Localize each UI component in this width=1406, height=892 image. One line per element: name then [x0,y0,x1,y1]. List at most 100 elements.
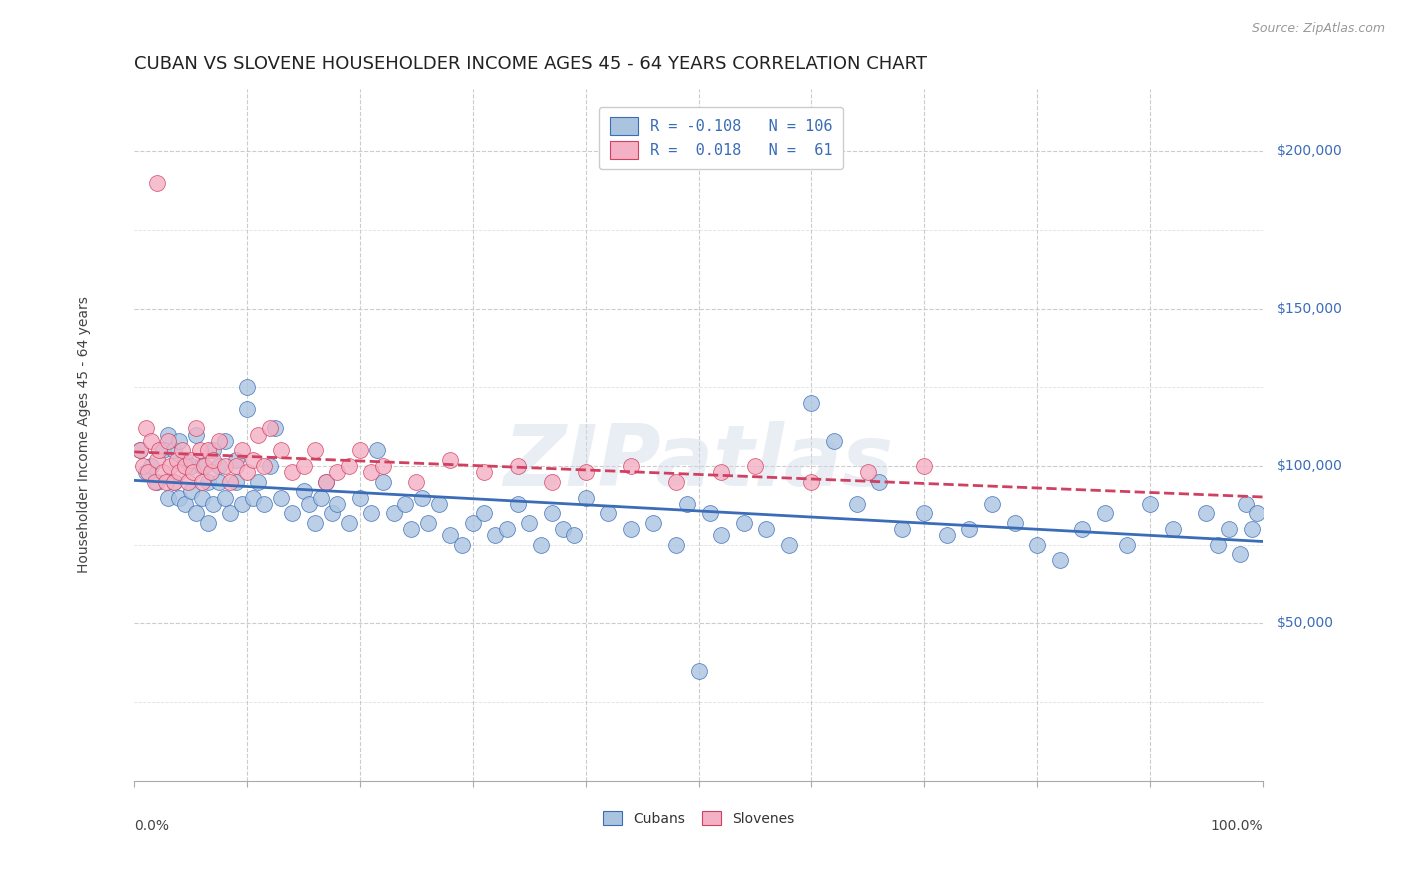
Point [225,475,247,489]
Point [208,434,231,448]
Point [800,396,823,410]
Point [197,443,219,458]
Point [575,491,598,505]
Point [169,466,191,480]
Point [1094,506,1116,520]
Point [575,466,598,480]
Point [129,443,152,458]
Point [484,528,506,542]
Point [180,452,202,467]
Point [186,421,208,435]
Text: 100.0%: 100.0% [1211,819,1263,833]
Point [337,458,360,473]
Point [439,528,461,542]
Point [141,434,163,448]
Text: $150,000: $150,000 [1277,301,1343,316]
Point [253,497,276,511]
Point [129,443,152,458]
Point [394,497,416,511]
Point [180,458,202,473]
Point [699,506,721,520]
Point [200,466,222,480]
Point [214,458,236,473]
Point [191,475,214,489]
Point [304,516,326,530]
Point [321,506,343,520]
Point [326,497,349,511]
Point [159,458,181,473]
Point [349,491,371,505]
Point [174,497,197,511]
Point [450,538,472,552]
Point [259,458,281,473]
Point [264,421,287,435]
Point [163,475,186,489]
Point [506,458,529,473]
Point [1246,506,1268,520]
Point [710,466,733,480]
Point [188,443,211,458]
Point [292,458,315,473]
Point [688,664,710,678]
Point [337,516,360,530]
Point [236,380,259,394]
Point [778,538,800,552]
Point [169,491,191,505]
Point [231,497,253,511]
Point [298,497,321,511]
Point [191,491,214,505]
Point [755,522,778,536]
Point [270,443,292,458]
Text: $100,000: $100,000 [1277,459,1343,473]
Point [1161,522,1184,536]
Point [309,491,332,505]
Point [141,458,163,473]
Point [148,443,170,458]
Point [242,452,264,467]
Point [270,491,292,505]
Text: ZIPatlas: ZIPatlas [503,421,894,504]
Point [912,506,935,520]
Point [1139,497,1161,511]
Point [472,466,495,480]
Text: $50,000: $50,000 [1277,616,1333,631]
Point [517,516,540,530]
Point [292,484,315,499]
Point [135,466,157,480]
Point [236,466,259,480]
Point [225,458,247,473]
Point [733,516,755,530]
Text: 0.0%: 0.0% [135,819,169,833]
Point [304,443,326,458]
Point [180,484,202,499]
Point [461,516,484,530]
Text: CUBAN VS SLOVENE HOUSEHOLDER INCOME AGES 45 - 64 YEARS CORRELATION CHART: CUBAN VS SLOVENE HOUSEHOLDER INCOME AGES… [135,55,928,73]
Point [231,443,253,458]
Point [1071,522,1094,536]
Point [208,475,231,489]
Point [845,497,868,511]
Point [281,506,304,520]
Point [366,443,388,458]
Point [186,506,208,520]
Point [174,458,197,473]
Point [197,516,219,530]
Point [564,528,586,542]
Point [163,475,186,489]
Point [405,475,427,489]
Point [152,466,174,480]
Point [541,506,564,520]
Point [1218,522,1240,536]
Point [495,522,517,536]
Point [315,475,337,489]
Point [169,434,191,448]
Point [360,466,382,480]
Point [281,466,304,480]
Point [981,497,1004,511]
Point [177,475,200,489]
Point [143,475,166,489]
Point [315,475,337,489]
Point [214,434,236,448]
Point [620,458,643,473]
Point [427,497,450,511]
